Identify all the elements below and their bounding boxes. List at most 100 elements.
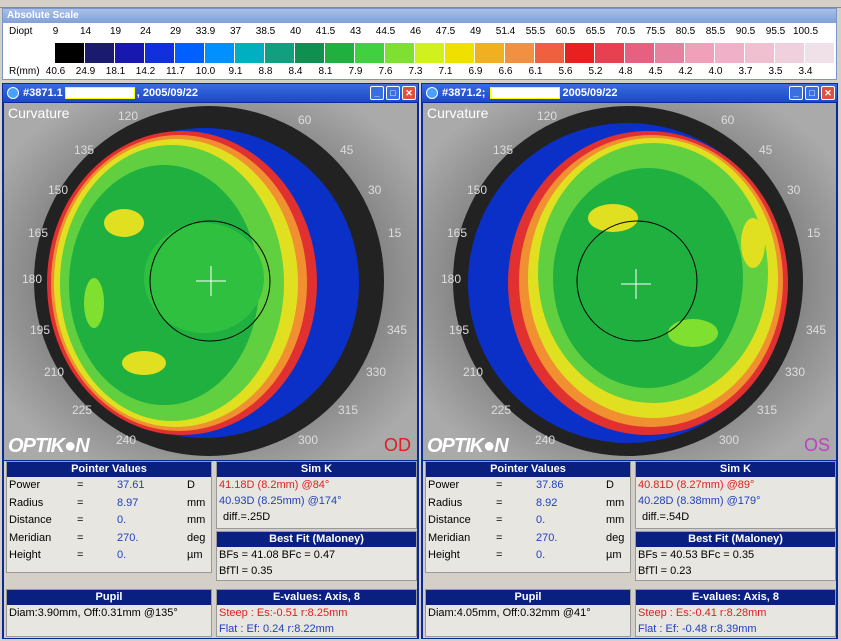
pointer-u: D [606, 479, 614, 491]
degree-label: 315 [338, 403, 359, 417]
diopt-row: Diopt 9 14 19 24 29 33.9 37 38.5 40 41.5 43 44.5 46 47… [3, 25, 838, 39]
right-info-area: Pointer Values Power = 37.86 D Radius = 8.92 mm… [423, 461, 836, 638]
minimize-icon[interactable]: _ [370, 86, 384, 100]
diopt-label: Diopt [9, 26, 33, 37]
right-curvature-label: Curvature [427, 105, 489, 121]
right-patient-field [490, 87, 561, 100]
r-value: 5.6 [558, 66, 573, 77]
minimize-icon[interactable]: _ [789, 86, 803, 100]
diopt-value: 44.5 [375, 26, 396, 37]
simk-line1: 41.18D (8.2mm) @84° [219, 479, 330, 491]
degree-label: 195 [449, 323, 470, 337]
pointer-v: 270. [536, 531, 558, 544]
evalues-flat: Flat : Ef: 0.24 r:8.22mm [219, 623, 334, 635]
left-title-bar[interactable]: #3871.1 , 2005/09/22 _ □ ✕ [3, 84, 418, 102]
pointer-eq: = [77, 531, 84, 544]
r-value: 7.9 [348, 66, 363, 77]
diopt-value: 38.5 [255, 26, 276, 37]
scale-swatch [475, 43, 505, 63]
color-scale [55, 43, 835, 63]
degree-label: 180 [22, 272, 43, 286]
diopt-value: 40 [289, 26, 302, 37]
simk-diff: diff.=.25D [223, 511, 271, 523]
r-value: 18.1 [105, 66, 126, 77]
r-value: 8.1 [318, 66, 333, 77]
degree-label: 165 [447, 226, 468, 240]
right-eye-window[interactable]: #3871.2; 2005/09/22 _ □ ✕ Curvature 120 60… [421, 83, 838, 639]
pointer-eq: = [77, 549, 84, 561]
right-curvature-map[interactable]: Curvature 120 60 135 45 150 30 165 15 18… [423, 103, 836, 460]
pointer-k: Height [428, 549, 460, 561]
pointer-u: deg [187, 531, 206, 544]
scale-swatch [85, 43, 115, 63]
pointer-k: Meridian [9, 531, 52, 544]
degree-label: 135 [493, 143, 514, 157]
pointer-u: µm [606, 549, 622, 561]
right-simk: Sim K 40.81D (8.27mm) @89° 40.28D (8.38m… [635, 461, 836, 529]
diopt-value: 29 [169, 26, 182, 37]
r-value: 6.6 [498, 66, 513, 77]
maximize-icon[interactable]: □ [805, 86, 819, 100]
right-title-bar[interactable]: #3871.2; 2005/09/22 _ □ ✕ [422, 84, 837, 102]
left-curvature-map[interactable]: Curvature 120 60 135 45 150 30 165 15 18… [4, 103, 417, 460]
pointer-v: 0. [117, 549, 127, 561]
diopt-value: 46 [409, 26, 422, 37]
scale-swatch [685, 43, 715, 63]
scale-swatch [55, 43, 85, 63]
degree-label: 15 [807, 226, 821, 240]
r-value: 8.8 [258, 66, 273, 77]
left-eye-window[interactable]: #3871.1 , 2005/09/22 _ □ ✕ Curvature 120 60… [2, 83, 419, 639]
pointer-k: Meridian [428, 531, 471, 544]
degree-label: 330 [366, 365, 387, 379]
evalues-header: E-values: Axis, 8 [217, 590, 416, 605]
left-exam-date: , 2005/09/22 [136, 87, 198, 99]
pointer-k: Radius [428, 496, 463, 509]
left-pointer-values: Pointer Values Power = 37.61 D Radius = 8.97 mm… [6, 461, 212, 573]
diopt-value: 41.5 [315, 26, 336, 37]
right-bestfit: Best Fit (Maloney) BFs = 40.53 BFc = 0.3… [635, 531, 836, 581]
right-exam-date: 2005/09/22 [562, 87, 618, 99]
pointer-row: Meridian = 270. deg [426, 530, 630, 548]
degree-label: 135 [74, 143, 95, 157]
pointer-eq: = [496, 479, 503, 491]
bestfit-header: Best Fit (Maloney) [217, 532, 416, 547]
maximize-icon[interactable]: □ [386, 86, 400, 100]
pupil-line1: Diam:3.90mm, Off:0.31mm @135° [9, 607, 178, 619]
degree-label: 345 [387, 323, 408, 337]
r-value: 4.0 [708, 66, 723, 77]
degree-label: 150 [467, 183, 488, 197]
pointer-row: Meridian = 270. deg [7, 530, 211, 548]
diopt-value: 100.5 [793, 26, 819, 37]
close-icon[interactable]: ✕ [821, 86, 835, 100]
diopt-value: 9 [52, 26, 59, 37]
degree-label: 180 [441, 272, 462, 286]
scale-swatch [325, 43, 355, 63]
diopt-value: 95.5 [765, 26, 786, 37]
diopt-value: 14 [79, 26, 92, 37]
right-eye-label: OS [803, 435, 830, 455]
evalues-steep: Steep : Es:-0.41 r:8.28mm [638, 607, 767, 619]
pointer-row: Power = 37.61 D [7, 477, 211, 495]
diopt-value: 85.5 [705, 26, 726, 37]
scale-swatch [175, 43, 205, 63]
r-value: 7.3 [408, 66, 423, 77]
degree-label: 195 [30, 323, 51, 337]
degree-label: 120 [118, 109, 139, 123]
close-icon[interactable]: ✕ [402, 86, 416, 100]
scale-swatch [445, 43, 475, 63]
r-value: 11.7 [166, 66, 185, 77]
pointer-row: Distance = 0. mm [7, 512, 211, 530]
degree-label: 120 [537, 109, 558, 123]
scale-swatch [235, 43, 265, 63]
r-value: 3.4 [798, 66, 813, 77]
pointer-eq: = [496, 496, 503, 509]
diopt-value: 24 [139, 26, 152, 37]
diopt-value: 51.4 [495, 26, 516, 37]
pointer-row: Radius = 8.97 mm [7, 495, 211, 513]
diopt-value: 90.5 [735, 26, 756, 37]
pointer-u: deg [606, 531, 625, 544]
degree-label: 225 [491, 403, 512, 417]
right-pointer-values: Pointer Values Power = 37.86 D Radius = 8.92 mm… [425, 461, 631, 573]
r-value: 7.6 [378, 66, 393, 77]
diopt-value: 33.9 [195, 26, 216, 37]
